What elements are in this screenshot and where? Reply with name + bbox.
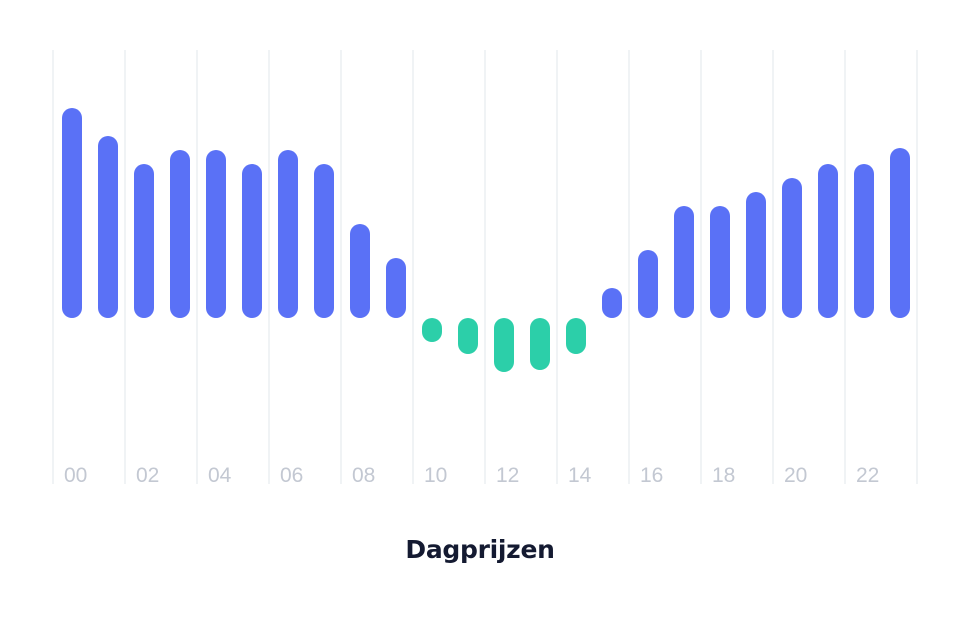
bar-hour-18 xyxy=(710,206,730,318)
bar-hour-21 xyxy=(818,164,838,318)
x-tick-label: 20 xyxy=(784,464,807,487)
bar-hour-11 xyxy=(458,318,478,354)
x-tick-label: 22 xyxy=(856,464,879,487)
bar-hour-15 xyxy=(602,288,622,318)
x-tick-label: 00 xyxy=(64,464,87,487)
bar-hour-03 xyxy=(170,150,190,318)
day-price-chart: 00 02 04 06 08 10 12 14 16 18 20 22 xyxy=(52,50,918,487)
bar-hour-19 xyxy=(746,192,766,318)
bar-hour-02 xyxy=(134,164,154,318)
bar-hour-06 xyxy=(278,150,298,318)
x-tick-label: 16 xyxy=(640,464,663,487)
x-tick-label: 18 xyxy=(712,464,735,487)
bar-hour-10 xyxy=(422,318,442,342)
grid-lines xyxy=(52,50,918,484)
bar-hour-08 xyxy=(350,224,370,318)
x-tick-label: 02 xyxy=(136,464,159,487)
x-tick-label: 12 xyxy=(496,464,519,487)
bar-hour-12 xyxy=(494,318,514,372)
bar-hour-14 xyxy=(566,318,586,354)
bar-hour-17 xyxy=(674,206,694,318)
bar-hour-13 xyxy=(530,318,550,370)
bar-hour-09 xyxy=(386,258,406,318)
bar-hour-05 xyxy=(242,164,262,318)
bar-hour-20 xyxy=(782,178,802,318)
x-tick-label: 08 xyxy=(352,464,375,487)
x-tick-label: 14 xyxy=(568,464,592,487)
x-tick-label: 04 xyxy=(208,464,232,487)
x-tick-label: 10 xyxy=(424,464,447,487)
chart-title: Dagprijzen xyxy=(405,535,555,564)
bar-hour-23 xyxy=(890,148,910,318)
x-tick-label: 06 xyxy=(280,464,303,487)
bar-hour-04 xyxy=(206,150,226,318)
price-bars xyxy=(62,108,910,372)
x-axis-tick-labels: 00 02 04 06 08 10 12 14 16 18 20 22 xyxy=(64,464,879,487)
bar-hour-22 xyxy=(854,164,874,318)
bar-hour-07 xyxy=(314,164,334,318)
bar-hour-01 xyxy=(98,136,118,318)
bar-hour-16 xyxy=(638,250,658,318)
bar-hour-00 xyxy=(62,108,82,318)
